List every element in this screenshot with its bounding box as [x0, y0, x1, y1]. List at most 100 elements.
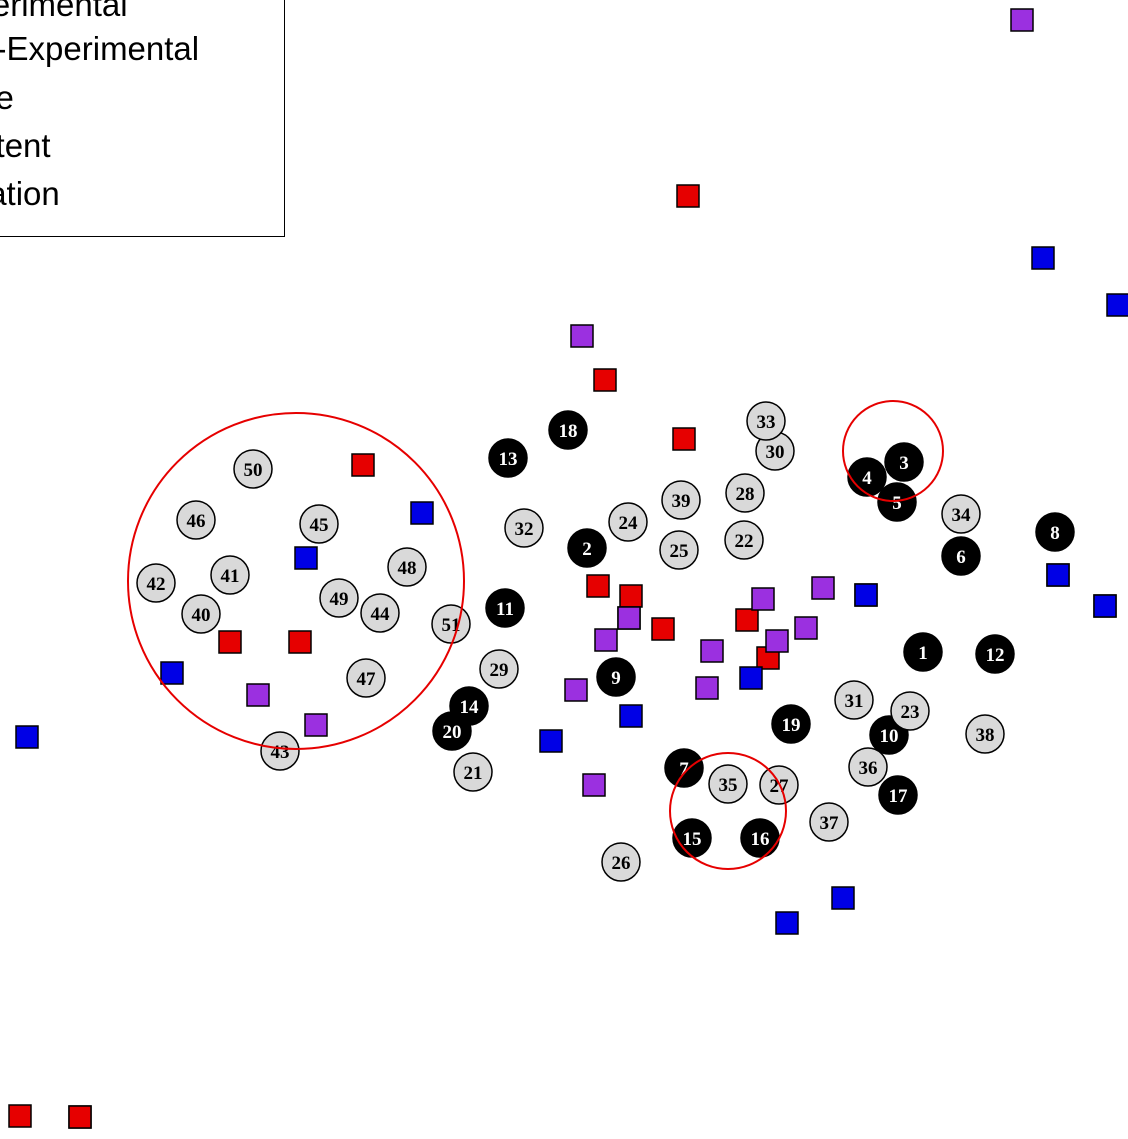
red-square-marker — [218, 630, 242, 654]
node-label: 19 — [782, 715, 801, 736]
node-circle — [809, 802, 849, 842]
purple-square-marker — [765, 629, 789, 653]
node-18: 18 — [548, 410, 588, 450]
node-circle — [479, 649, 519, 689]
node-label: 42 — [147, 574, 166, 595]
node-label: 35 — [719, 775, 738, 796]
cluster-highlight-circle-2 — [842, 400, 944, 502]
node-circle — [432, 711, 472, 751]
node-circle — [834, 680, 874, 720]
node-46: 46 — [176, 500, 216, 540]
blue-square-marker — [15, 725, 39, 749]
legend: Experimental Non-Experimental Node Conte… — [0, 0, 285, 237]
node-label: 13 — [499, 449, 518, 470]
purple-square-marker — [751, 587, 775, 611]
node-circle — [903, 632, 943, 672]
node-circle — [319, 578, 359, 618]
node-circle — [346, 658, 386, 698]
purple-square-marker — [564, 678, 588, 702]
red-square-marker — [651, 617, 675, 641]
node-label: 43 — [271, 742, 290, 763]
legend-item-node: Node — [0, 81, 14, 114]
node-label: 20 — [443, 722, 462, 743]
node-50: 50 — [233, 449, 273, 489]
node-circle — [877, 482, 917, 522]
node-4: 4 — [847, 457, 887, 497]
cluster-highlight-circle-3 — [669, 752, 787, 870]
cluster-highlight-circle-1 — [127, 412, 465, 750]
red-square-marker — [351, 453, 375, 477]
purple-square-marker — [246, 683, 270, 707]
node-25: 25 — [659, 530, 699, 570]
blue-square-marker — [160, 661, 184, 685]
node-37: 37 — [809, 802, 849, 842]
node-circle — [360, 593, 400, 633]
node-43: 43 — [260, 731, 300, 771]
node-11: 11 — [485, 588, 525, 628]
node-circle — [724, 520, 764, 560]
node-label: 1 — [918, 643, 928, 664]
node-label: 15 — [683, 829, 702, 850]
node-circle — [884, 442, 924, 482]
cluster-highlights — [127, 400, 944, 870]
node-label: 11 — [496, 599, 514, 620]
blue-square-marker — [294, 546, 318, 570]
red-square-marker — [8, 1104, 32, 1128]
node-label: 4 — [862, 468, 872, 489]
blue-square-marker — [739, 666, 763, 690]
node-3: 3 — [884, 442, 924, 482]
node-circle — [181, 594, 221, 634]
purple-square-marker — [594, 628, 618, 652]
node-label: 18 — [559, 421, 578, 442]
node-label: 31 — [845, 691, 864, 712]
blue-square-marker — [1093, 594, 1117, 618]
node-label: 24 — [619, 513, 639, 534]
node-circle — [848, 747, 888, 787]
red-square-marker — [593, 368, 617, 392]
node-circle — [233, 449, 273, 489]
red-square-marker — [676, 184, 700, 208]
node-label: 27 — [770, 776, 790, 797]
node-label: 30 — [766, 442, 785, 463]
node-9: 9 — [596, 657, 636, 697]
node-5: 5 — [877, 482, 917, 522]
node-label: 34 — [952, 505, 972, 526]
node-circle — [746, 401, 786, 441]
red-square-marker — [68, 1105, 92, 1129]
node-49: 49 — [319, 578, 359, 618]
node-label: 17 — [889, 786, 909, 807]
node-23: 23 — [890, 691, 930, 731]
node-circle — [941, 494, 981, 534]
node-label: 3 — [899, 453, 909, 474]
node-32: 32 — [504, 508, 544, 548]
node-circle — [771, 704, 811, 744]
node-label: 12 — [986, 645, 1005, 666]
node-7: 7 — [664, 748, 704, 788]
node-34: 34 — [941, 494, 981, 534]
node-42: 42 — [136, 563, 176, 603]
red-square-marker — [735, 608, 759, 632]
node-circle — [941, 536, 981, 576]
node-circle — [878, 775, 918, 815]
node-36: 36 — [848, 747, 888, 787]
node-16: 16 — [740, 818, 780, 858]
node-label: 50 — [244, 460, 263, 481]
node-circle — [453, 752, 493, 792]
node-label: 7 — [679, 759, 689, 780]
node-26: 26 — [601, 842, 641, 882]
node-circle — [387, 547, 427, 587]
node-label: 45 — [310, 515, 329, 536]
node-label: 39 — [672, 491, 691, 512]
node-circle — [1035, 512, 1075, 552]
node-17: 17 — [878, 775, 918, 815]
node-label: 41 — [221, 566, 240, 587]
node-circle — [965, 714, 1005, 754]
node-20: 20 — [432, 711, 472, 751]
node-label: 21 — [464, 763, 483, 784]
node-label: 8 — [1050, 523, 1060, 544]
node-label: 36 — [859, 758, 878, 779]
square-markers — [8, 8, 1128, 1129]
node-label: 28 — [736, 484, 755, 505]
node-label: 32 — [515, 519, 534, 540]
